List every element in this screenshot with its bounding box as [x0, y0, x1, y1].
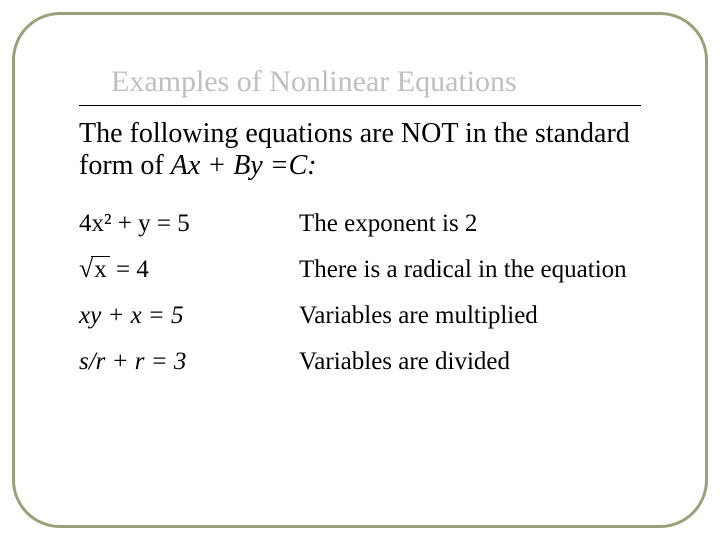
- description-3: Variables are multiplied: [299, 302, 649, 330]
- title-underline: [79, 105, 641, 106]
- equation-1: 4x² + y = 5: [79, 210, 269, 238]
- intro-pre: The following equations are NOT in the s…: [79, 118, 630, 181]
- equation-2-rest: = 4: [110, 256, 149, 283]
- description-4: Variables are divided: [299, 348, 649, 376]
- slide-title: Examples of Nonlinear Equations: [71, 65, 649, 105]
- intro-equation: Ax + By =C:: [171, 150, 317, 181]
- example-rows: 4x² + y = 5 The exponent is 2 √ x = 4 Th…: [71, 210, 649, 376]
- sqrt-expression: √ x: [79, 256, 110, 282]
- equation-3: xy + x = 5: [79, 302, 269, 330]
- sqrt-argument: x: [91, 256, 110, 282]
- intro-text: The following equations are NOT in the s…: [71, 118, 649, 182]
- equation-2: √ x = 4: [79, 256, 269, 284]
- equation-4: s/r + r = 3: [79, 348, 269, 376]
- slide-frame: Examples of Nonlinear Equations The foll…: [12, 12, 708, 528]
- slide-content: Examples of Nonlinear Equations The foll…: [71, 65, 649, 376]
- description-1: The exponent is 2: [299, 210, 649, 238]
- description-2: There is a radical in the equation: [299, 256, 649, 284]
